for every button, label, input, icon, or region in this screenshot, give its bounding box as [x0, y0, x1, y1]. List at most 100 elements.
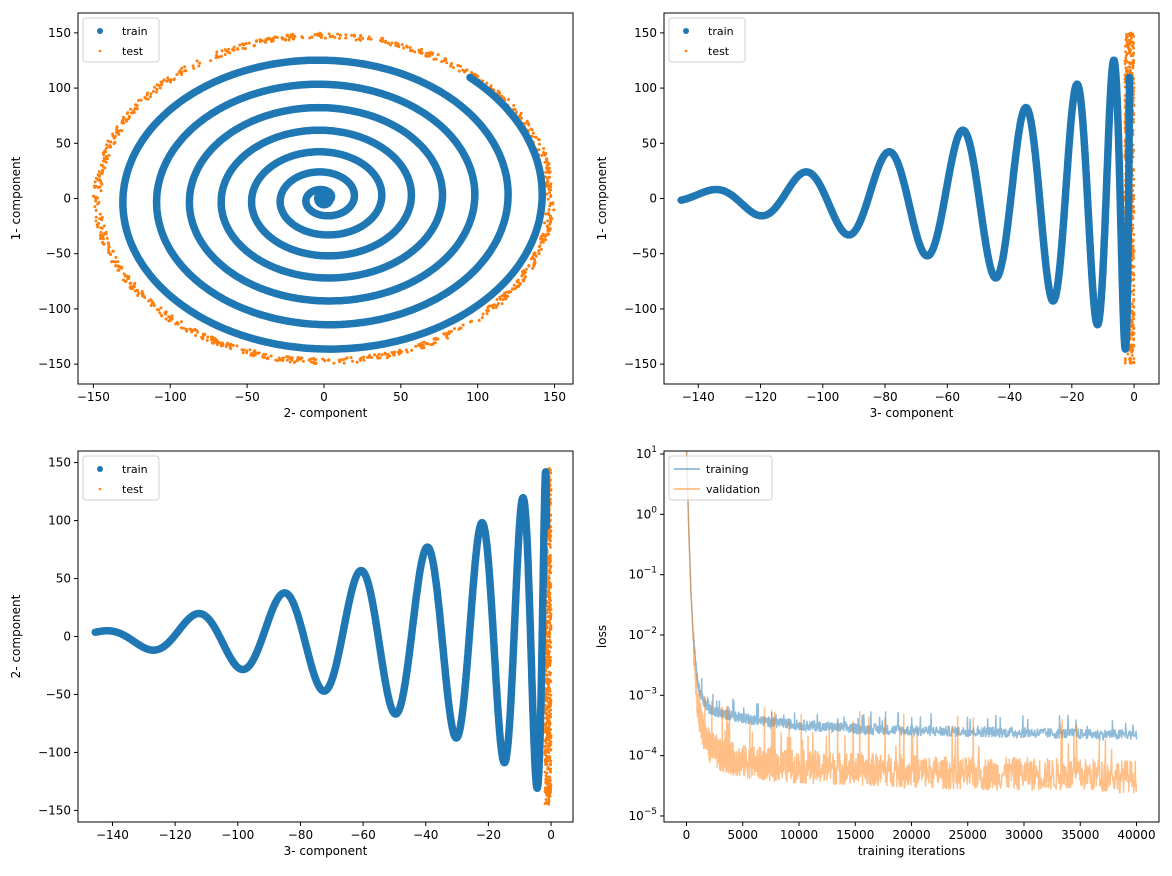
point-test — [547, 656, 551, 660]
point-test — [544, 679, 548, 683]
point-test — [194, 334, 198, 338]
point-test — [157, 308, 161, 312]
x-tick-label: 15000 — [836, 828, 874, 842]
point-test — [396, 44, 400, 48]
point-test — [100, 215, 104, 219]
point-test — [1128, 39, 1132, 43]
point-test — [384, 39, 388, 43]
point-test — [547, 211, 551, 215]
point-test — [433, 341, 437, 345]
point-test — [547, 574, 550, 578]
point-test — [111, 259, 115, 263]
point-test — [281, 36, 285, 40]
point-test — [504, 296, 508, 300]
point-test — [289, 33, 293, 37]
point-test — [135, 288, 139, 292]
y-tick-label: −150 — [38, 357, 71, 371]
point-test — [126, 111, 130, 115]
point-test — [102, 224, 106, 228]
point-test — [127, 277, 131, 281]
point-test — [240, 42, 244, 46]
point-test — [180, 72, 184, 76]
point-test — [512, 283, 516, 287]
y-tick-exponent: −4 — [644, 747, 658, 757]
point-test — [136, 294, 140, 298]
y-tick-exponent: −1 — [644, 566, 657, 576]
point-test — [1132, 209, 1136, 213]
point-test — [378, 356, 382, 360]
point-test — [158, 311, 162, 315]
point-test — [283, 38, 287, 42]
point-test — [544, 780, 548, 784]
point-test — [115, 125, 119, 129]
point-test — [318, 34, 322, 38]
point-test — [122, 116, 126, 120]
point-test — [99, 230, 103, 234]
point-test — [144, 97, 148, 101]
point-test — [338, 358, 342, 362]
point-test — [547, 796, 551, 800]
point-test — [1130, 332, 1134, 336]
point-test — [257, 351, 261, 355]
y-tick-label: −100 — [38, 745, 71, 759]
point-test — [547, 719, 551, 722]
point-test — [544, 660, 548, 664]
point-test — [320, 33, 324, 37]
point-test — [167, 315, 171, 319]
x-tick-label: 100 — [466, 390, 489, 404]
point-test — [288, 360, 292, 364]
subplot-p2: −140 −120 −100 −80 −60 −40 −20 0 −150 −100 −50 0 50 1… — [595, 12, 1160, 420]
subplot-p4: 0 5000 10000 15000 20000 25000 30000 35000 40000… — [595, 445, 1160, 858]
point-test — [530, 128, 534, 132]
point-test — [507, 290, 511, 294]
point-test — [541, 232, 545, 236]
point-test — [1132, 357, 1136, 360]
point-test — [408, 46, 412, 50]
point-test — [500, 302, 504, 306]
point-test — [549, 545, 552, 549]
point-test — [546, 777, 549, 781]
point-test — [405, 45, 409, 49]
x-axis-label: 3- component — [284, 844, 368, 858]
point-test — [383, 351, 387, 355]
point-test — [545, 177, 549, 181]
point-test — [1131, 253, 1135, 257]
x-tick-label: −40 — [997, 390, 1022, 404]
y-tick-label: 100 — [636, 505, 657, 521]
series-train — [119, 56, 546, 353]
legend-label-train: train — [708, 25, 734, 38]
plot-area — [91, 31, 556, 366]
point-test — [547, 670, 551, 674]
point-test — [1124, 50, 1128, 54]
point-test — [545, 763, 549, 766]
legend-marker-train — [97, 466, 103, 472]
point-test — [114, 255, 118, 259]
y-tick-label: 0 — [63, 630, 71, 644]
x-tick-label: 5000 — [727, 828, 758, 842]
point-test — [98, 185, 102, 189]
point-test — [1131, 343, 1135, 347]
point-test — [539, 241, 543, 245]
point-test — [178, 69, 182, 73]
point-test — [1132, 293, 1135, 296]
point-test — [547, 640, 551, 644]
point-test — [1123, 62, 1127, 66]
point-test — [397, 352, 401, 356]
point-test — [549, 194, 553, 198]
y-tick-exponent: 1 — [651, 445, 657, 455]
point-test — [532, 252, 536, 256]
point-test — [1132, 34, 1136, 38]
x-tick-label: 50 — [393, 390, 408, 404]
point-test — [445, 61, 449, 65]
point-test — [545, 726, 549, 730]
y-tick-label: 100 — [48, 81, 71, 95]
point-test — [369, 37, 373, 41]
point-test — [548, 566, 552, 569]
point-test — [93, 185, 97, 189]
point-test — [547, 232, 551, 236]
y-tick-label: 10−2 — [628, 626, 657, 642]
legend-marker-test — [98, 49, 102, 53]
point-test — [201, 332, 205, 336]
point-test — [344, 33, 348, 37]
